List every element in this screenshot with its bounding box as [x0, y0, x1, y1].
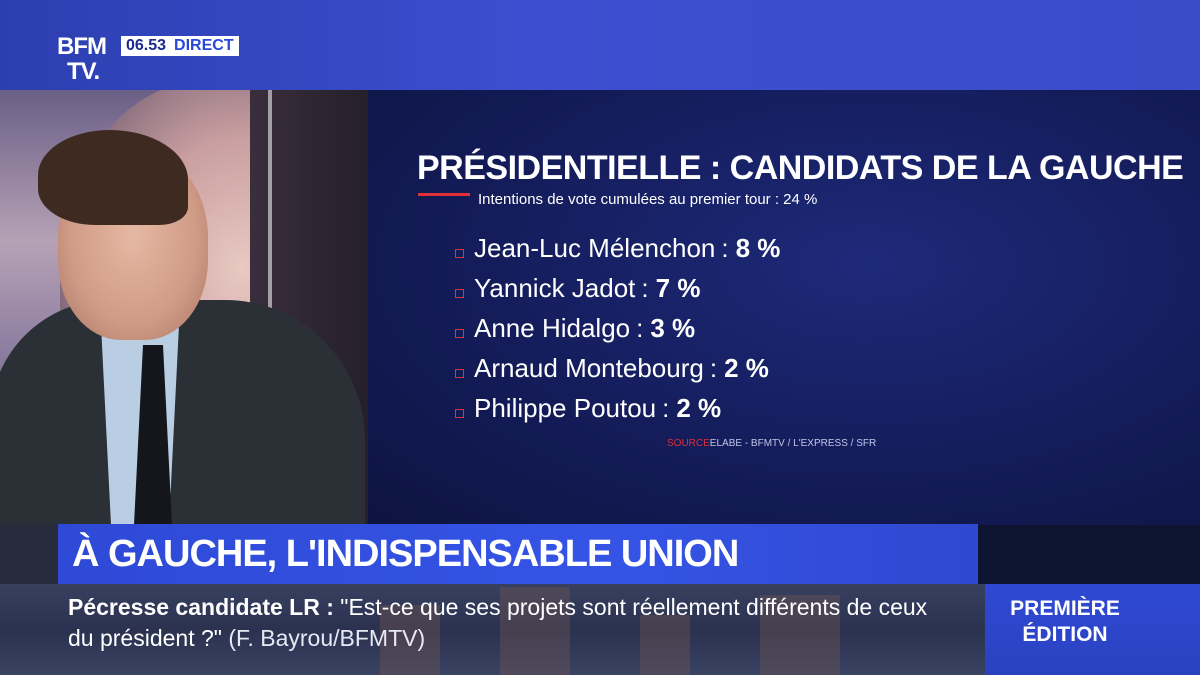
candidate-percent: 8 %	[735, 232, 781, 263]
candidate-percent: 2 %	[724, 352, 769, 383]
edition-line2: ÉDITION	[1022, 623, 1108, 646]
candidate-item: Philippe Poutou : 2 %	[455, 388, 780, 428]
square-bullet-icon	[455, 248, 464, 258]
separator: :	[636, 312, 644, 343]
poll-panel	[368, 90, 1200, 525]
candidate-percent: 7 %	[655, 272, 701, 303]
news-ticker	[0, 584, 985, 675]
ticker-text: Pécresse candidate LR : "Est-ce que ses …	[68, 592, 948, 654]
edition-label: PREMIÈRE ÉDITION	[985, 596, 1145, 648]
candidate-list: Jean-Luc Mélenchon : 8 % Yannick Jadot :…	[455, 228, 780, 428]
ticker-lead: Pécresse candidate LR :	[68, 594, 334, 620]
candidate-item: Anne Hidalgo : 3 %	[455, 308, 780, 348]
ticker-attribution: (F. Bayrou/BFMTV)	[228, 625, 426, 651]
title-accent-line	[418, 193, 470, 196]
poll-title: PRÉSIDENTIELLE : CANDIDATS DE LA GAUCHE	[417, 149, 1184, 187]
separator: :	[721, 232, 729, 263]
clock-badge: 06.53 DIRECT	[121, 36, 239, 56]
candidate-percent: 2 %	[676, 392, 722, 423]
city-backdrop	[500, 587, 570, 675]
candidate-name: Philippe Poutou	[474, 393, 657, 423]
poll-source: SOURCEELABE - BFMTV / L'EXPRESS / SFR	[667, 437, 876, 451]
logo-line1: BFM	[57, 33, 107, 60]
bfmtv-logo: BFM TV.	[57, 35, 117, 87]
candidate-item: Yannick Jadot : 7 %	[455, 268, 780, 308]
presenter-suit	[0, 300, 365, 525]
city-backdrop	[760, 595, 840, 675]
logo-line2: TV.	[67, 58, 100, 85]
candidate-name: Arnaud Montebourg	[474, 353, 704, 383]
headline-left-strip	[0, 524, 58, 584]
headline-text: À GAUCHE, L'INDISPENSABLE UNION	[72, 533, 739, 575]
separator: :	[662, 392, 670, 423]
edition-line1: PREMIÈRE	[1010, 597, 1120, 620]
clock-time: 06.53	[126, 37, 167, 54]
candidate-name: Yannick Jadot	[474, 273, 636, 303]
square-bullet-icon	[455, 288, 464, 298]
poll-subtitle: Intentions de vote cumulées au premier t…	[478, 191, 818, 208]
candidate-item: Jean-Luc Mélenchon : 8 %	[455, 228, 780, 268]
edition-badge	[985, 584, 1200, 675]
city-backdrop	[380, 605, 440, 675]
candidate-name: Anne Hidalgo	[474, 313, 631, 343]
square-bullet-icon	[455, 328, 464, 338]
candidate-item: Arnaud Montebourg : 2 %	[455, 348, 780, 388]
live-label: DIRECT	[174, 37, 234, 54]
presenter-hair	[38, 130, 188, 225]
presenter-photo	[0, 90, 368, 525]
city-backdrop	[640, 615, 690, 675]
candidate-name: Jean-Luc Mélenchon	[474, 233, 716, 263]
source-label: SOURCE	[667, 438, 710, 449]
square-bullet-icon	[455, 408, 464, 418]
source-text: ELABE - BFMTV / L'EXPRESS / SFR	[709, 438, 877, 449]
candidate-percent: 3 %	[650, 312, 696, 343]
ticker-quote: "Est-ce que ses projets sont réellement …	[68, 594, 928, 651]
square-bullet-icon	[455, 368, 464, 378]
separator: :	[709, 352, 718, 383]
separator: :	[641, 272, 649, 303]
headline-bar	[58, 524, 978, 584]
